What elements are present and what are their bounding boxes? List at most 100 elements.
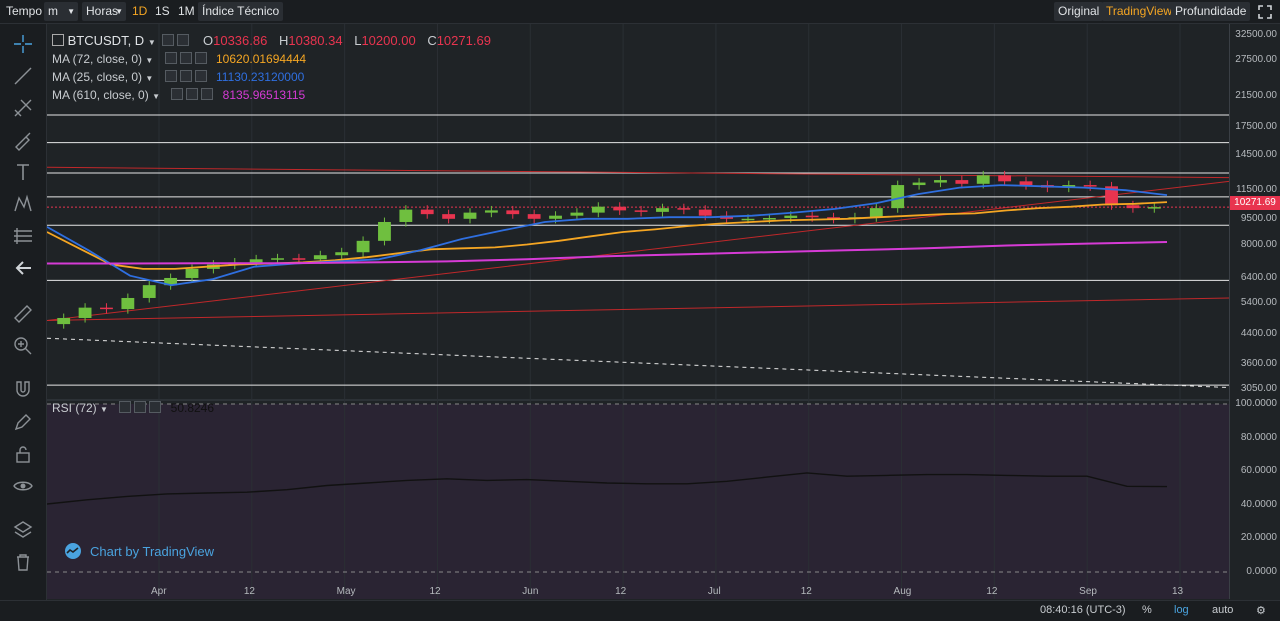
- layers-icon[interactable]: [11, 518, 35, 542]
- low-label: L: [354, 33, 362, 48]
- interval-1m-button[interactable]: 1M: [178, 4, 195, 18]
- gear-icon[interactable]: ⚙: [1256, 605, 1266, 617]
- zoom-icon[interactable]: [11, 334, 35, 358]
- indicators-button[interactable]: Índice Técnico: [198, 2, 284, 21]
- chevron-down-icon: ▼: [67, 7, 75, 16]
- pitchfork-icon[interactable]: [11, 96, 35, 120]
- bottom-bar: 08:40:16 (UTC-3) % log auto ⚙: [0, 600, 1280, 621]
- depth-view-button[interactable]: Profundidade: [1171, 2, 1251, 21]
- candle-body: [869, 208, 883, 218]
- symbol-expand-icon[interactable]: [52, 34, 64, 46]
- eye-icon[interactable]: [171, 88, 184, 100]
- interval-value: m: [48, 4, 58, 18]
- candle-body: [634, 210, 648, 212]
- interval-1s-button[interactable]: 1S: [155, 4, 170, 18]
- candle-body: [356, 240, 370, 253]
- open-value: 10336.86: [213, 33, 268, 48]
- chevron-down-icon[interactable]: ▼: [147, 38, 156, 47]
- chevron-down-icon[interactable]: ▼: [100, 405, 108, 414]
- original-view-button[interactable]: Original: [1054, 2, 1104, 21]
- chevron-down-icon[interactable]: ▼: [145, 74, 154, 83]
- trend-line-icon[interactable]: [11, 64, 35, 88]
- dashed-trend-line: [46, 337, 1230, 389]
- rsi-tick: 60.0000: [1240, 465, 1277, 477]
- eye-icon[interactable]: [164, 52, 177, 64]
- time-tick: 12: [243, 586, 255, 597]
- candle-body: [271, 258, 284, 260]
- rsi-value: 50.8246: [170, 401, 215, 415]
- back-arrow-icon[interactable]: [11, 256, 35, 280]
- draw-mode-icon[interactable]: [11, 410, 35, 434]
- candle-body: [292, 258, 306, 260]
- candle-body: [463, 212, 477, 219]
- candle-body: [185, 268, 199, 278]
- ma72-line: [46, 201, 1168, 270]
- candle-body: [762, 218, 776, 220]
- close-icon[interactable]: [201, 88, 214, 100]
- low-value: 10200.00: [361, 33, 416, 48]
- percent-scale-button[interactable]: %: [1142, 604, 1152, 616]
- settings-icon[interactable]: [177, 34, 190, 46]
- settings-icon[interactable]: [179, 52, 192, 64]
- close-icon[interactable]: [149, 401, 162, 413]
- text-icon[interactable]: [11, 160, 35, 184]
- settings-icon[interactable]: [186, 88, 199, 100]
- candle-body: [78, 307, 92, 318]
- symbol-label[interactable]: BTCUSDT, D: [67, 33, 145, 48]
- chart-area[interactable]: BTCUSDT, D ▼ O10336.86 H10380.34 L10200.…: [46, 24, 1230, 599]
- pattern-icon[interactable]: [11, 192, 35, 216]
- candle-body: [677, 208, 691, 210]
- tradingview-watermark[interactable]: Chart by TradingView: [62, 543, 214, 559]
- settings-icon[interactable]: [134, 401, 147, 413]
- chart-canvas: [46, 24, 1230, 599]
- log-scale-button[interactable]: log: [1174, 604, 1189, 616]
- close-icon[interactable]: [194, 70, 207, 82]
- rsi-label[interactable]: RSI (72): [52, 401, 97, 415]
- candle-body: [1126, 205, 1140, 209]
- price-tick: 21500.00: [1235, 90, 1277, 102]
- candle-body: [420, 209, 434, 215]
- time-tick: 13: [1172, 586, 1184, 597]
- top-toolbar: Tempo m ▼ Horas ▼ 1D 1S 1M Índice Técnico …: [0, 0, 1280, 24]
- chevron-down-icon[interactable]: ▼: [152, 92, 160, 101]
- settings-icon[interactable]: [179, 70, 192, 82]
- eye-icon[interactable]: [119, 401, 132, 413]
- crosshair-icon[interactable]: [11, 32, 35, 56]
- eye-icon[interactable]: [11, 474, 35, 498]
- fullscreen-icon[interactable]: [1254, 2, 1276, 21]
- price-axis[interactable]: 32500.00 27500.00 21500.00 17500.00 14500.00…: [1229, 24, 1280, 599]
- eye-icon[interactable]: [164, 70, 177, 82]
- trash-icon[interactable]: [11, 550, 35, 574]
- high-label: H: [278, 33, 289, 48]
- candle-body: [976, 175, 990, 184]
- time-tick: Aug: [893, 586, 912, 597]
- price-tick: 27500.00: [1235, 53, 1277, 65]
- interval-1d-button[interactable]: 1D: [132, 4, 148, 18]
- brush-icon[interactable]: [11, 128, 35, 152]
- ma610-label[interactable]: MA (610, close, 0): [52, 88, 149, 102]
- horas-label: Horas: [86, 4, 119, 18]
- horas-select[interactable]: Horas ▼: [82, 2, 126, 21]
- ruler-icon[interactable]: [11, 302, 35, 326]
- magnet-icon[interactable]: [11, 378, 35, 402]
- candle-body: [805, 215, 819, 218]
- candle-body: [891, 185, 905, 209]
- time-axis[interactable]: Apr 12 May 12 Jun 12 Jul 12 Aug 12 Sep 13: [47, 580, 1229, 600]
- ma25-label[interactable]: MA (25, close, 0): [52, 70, 143, 84]
- open-label: O: [202, 33, 214, 48]
- candle-body: [527, 214, 541, 219]
- settings-icon[interactable]: [162, 34, 175, 46]
- interval-select[interactable]: m ▼: [44, 2, 78, 21]
- close-icon[interactable]: [194, 52, 207, 64]
- tradingview-view-button[interactable]: TradingView: [1102, 2, 1177, 21]
- auto-scale-button[interactable]: auto: [1212, 604, 1234, 616]
- ma72-label[interactable]: MA (72, close, 0): [52, 52, 143, 66]
- fib-icon[interactable]: [11, 224, 35, 248]
- price-tick: 8000.00: [1240, 238, 1277, 250]
- chevron-down-icon[interactable]: ▼: [145, 56, 154, 65]
- lock-icon[interactable]: [11, 442, 35, 466]
- candle-body: [656, 208, 669, 212]
- time-tick: May: [336, 586, 356, 597]
- time-tick: 12: [800, 586, 812, 597]
- ma25-value: 11130.23120000: [216, 70, 305, 84]
